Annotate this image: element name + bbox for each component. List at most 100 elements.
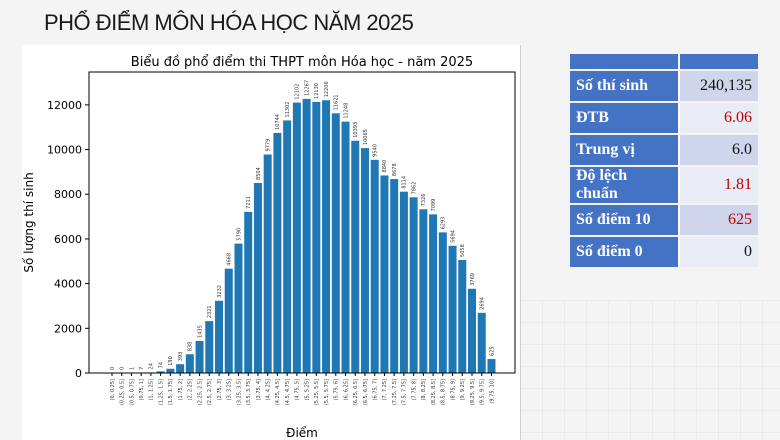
bar <box>312 101 321 373</box>
stat-value: 625 <box>680 205 758 235</box>
x-tick-label: (7.75, 8] <box>411 379 417 400</box>
stat-label: Trung vị <box>570 135 680 165</box>
bar <box>390 179 399 373</box>
bar <box>458 259 467 373</box>
bar <box>477 312 486 373</box>
x-tick-label: (9, 9.25] <box>460 379 466 400</box>
y-tick-label: 10000 <box>47 144 82 157</box>
bar <box>244 211 253 373</box>
bar-value-label: 7211 <box>246 196 252 209</box>
bar-value-label: 24 <box>149 363 155 369</box>
y-tick-label: 4000 <box>54 278 82 291</box>
stat-label: Độ lệch chuẩn <box>570 167 680 203</box>
bar-value-label: 11248 <box>343 103 349 119</box>
bar-value-label: 190 <box>168 356 174 366</box>
bar <box>302 98 311 373</box>
bar <box>263 154 272 373</box>
stat-value: 240,135 <box>680 71 758 101</box>
x-tick-label: (7.25, 7.5] <box>392 379 398 405</box>
bar-value-label: 9540 <box>373 144 379 157</box>
bar <box>429 214 438 373</box>
stats-row: ĐTB 6.06 <box>570 103 758 133</box>
bar-value-label: 3232 <box>217 285 223 298</box>
x-axis-label: Điểm <box>286 426 318 440</box>
bar <box>419 209 428 373</box>
stats-row: Độ lệch chuẩn 1.81 <box>570 167 758 203</box>
bar <box>341 121 350 373</box>
bar <box>195 340 204 373</box>
bar-value-label: 12102 <box>295 84 301 100</box>
bar-value-label: 0 <box>110 367 116 370</box>
stat-label: ĐTB <box>570 103 680 133</box>
bar-value-label: 8504 <box>256 167 262 180</box>
stat-label: Số thí sinh <box>570 71 680 101</box>
bar <box>409 197 418 373</box>
bar-value-label: 1435 <box>197 325 203 338</box>
bar-value-label: 5694 <box>450 230 456 243</box>
x-tick-label: (4.5, 4.75] <box>285 379 291 405</box>
plot-frame <box>88 71 516 374</box>
bar-value-label: 7326 <box>421 194 427 207</box>
x-tick-label: (0.25, 0.5] <box>120 379 126 405</box>
x-tick-label: (8, 8.25] <box>421 379 427 400</box>
bar <box>380 175 389 373</box>
stat-label: Số điểm 0 <box>570 237 680 267</box>
bar <box>253 182 262 373</box>
stats-row: Trung vị 6.0 <box>570 135 758 165</box>
x-tick-label: (7, 7.25] <box>382 379 388 400</box>
x-tick-label: (4, 4.25] <box>265 379 271 400</box>
bar-value-label: 7862 <box>411 182 417 195</box>
score-distribution-chart: Biểu đồ phổ điểm thi THPT môn Hóa học - … <box>22 55 516 440</box>
x-tick-label: (9.25, 9.5] <box>470 379 476 405</box>
x-tick-label: (3.5, 3.75] <box>246 379 252 405</box>
x-tick-label: (6.25, 6.5] <box>353 379 359 405</box>
bar <box>322 100 331 373</box>
x-tick-label: (8.75, 9] <box>450 379 456 400</box>
x-tick-label: (5.5, 5.75] <box>324 379 330 405</box>
x-tick-label: (1.75, 2] <box>178 379 184 400</box>
stat-value: 0 <box>680 237 758 267</box>
x-tick-label: (8.5, 8.75] <box>441 379 447 405</box>
bar-value-label: 12206 <box>324 81 330 97</box>
bar-value-label: 11302 <box>285 102 291 118</box>
bar <box>215 300 224 373</box>
bar <box>448 245 457 373</box>
x-tick-label: (4.25, 4.5] <box>275 379 281 405</box>
chart-panel: Biểu đồ phổ điểm thi THPT môn Hóa học - … <box>22 45 521 440</box>
bar <box>360 148 369 373</box>
x-tick-label: (8.25, 8.5] <box>431 379 437 405</box>
y-tick-label: 12000 <box>47 99 82 112</box>
bar-value-label: 838 <box>188 342 194 352</box>
x-tick-label: (2.5, 2.75] <box>207 379 213 405</box>
y-tick-label: 8000 <box>54 188 82 201</box>
x-tick-label: (1.25, 1.5] <box>158 379 164 405</box>
y-tick-label: 6000 <box>54 233 82 246</box>
bar-value-label: 7 <box>139 367 145 370</box>
stats-table: Số thí sinh 240,135 ĐTB 6.06 Trung vị 6.0 Độ l… <box>570 52 758 269</box>
bar <box>351 140 360 373</box>
bar <box>370 159 379 373</box>
bar <box>331 113 340 374</box>
bar <box>156 371 165 373</box>
bar-value-label: 6293 <box>441 217 447 230</box>
bar-value-label: 4668 <box>227 253 233 266</box>
bar-value-label: 3769 <box>470 273 476 286</box>
y-axis-label: Số lượng thí sinh <box>22 172 36 272</box>
bar-value-label: 9779 <box>265 139 271 152</box>
y-tick-label: 2000 <box>54 322 82 335</box>
bar-value-label: 12130 <box>314 83 320 99</box>
y-tick-label: 0 <box>75 367 82 380</box>
bar-value-label: 1 <box>129 367 135 370</box>
x-tick-label: (0, 0.25] <box>110 379 116 400</box>
x-tick-label: (5.25, 5.5] <box>314 379 320 405</box>
stats-header-row <box>570 54 758 69</box>
chart-title: Biểu đồ phổ điểm thi THPT môn Hóa học - … <box>131 55 473 70</box>
x-tick-label: (3.75, 4] <box>256 379 262 400</box>
x-tick-label: (9.75, 10] <box>489 379 495 404</box>
stat-value: 1.81 <box>680 167 758 203</box>
x-tick-label: (5, 5.25] <box>304 379 310 400</box>
x-tick-label: (3, 3.25] <box>227 379 233 400</box>
bar <box>166 368 175 373</box>
bar-value-label: 7099 <box>431 199 437 212</box>
